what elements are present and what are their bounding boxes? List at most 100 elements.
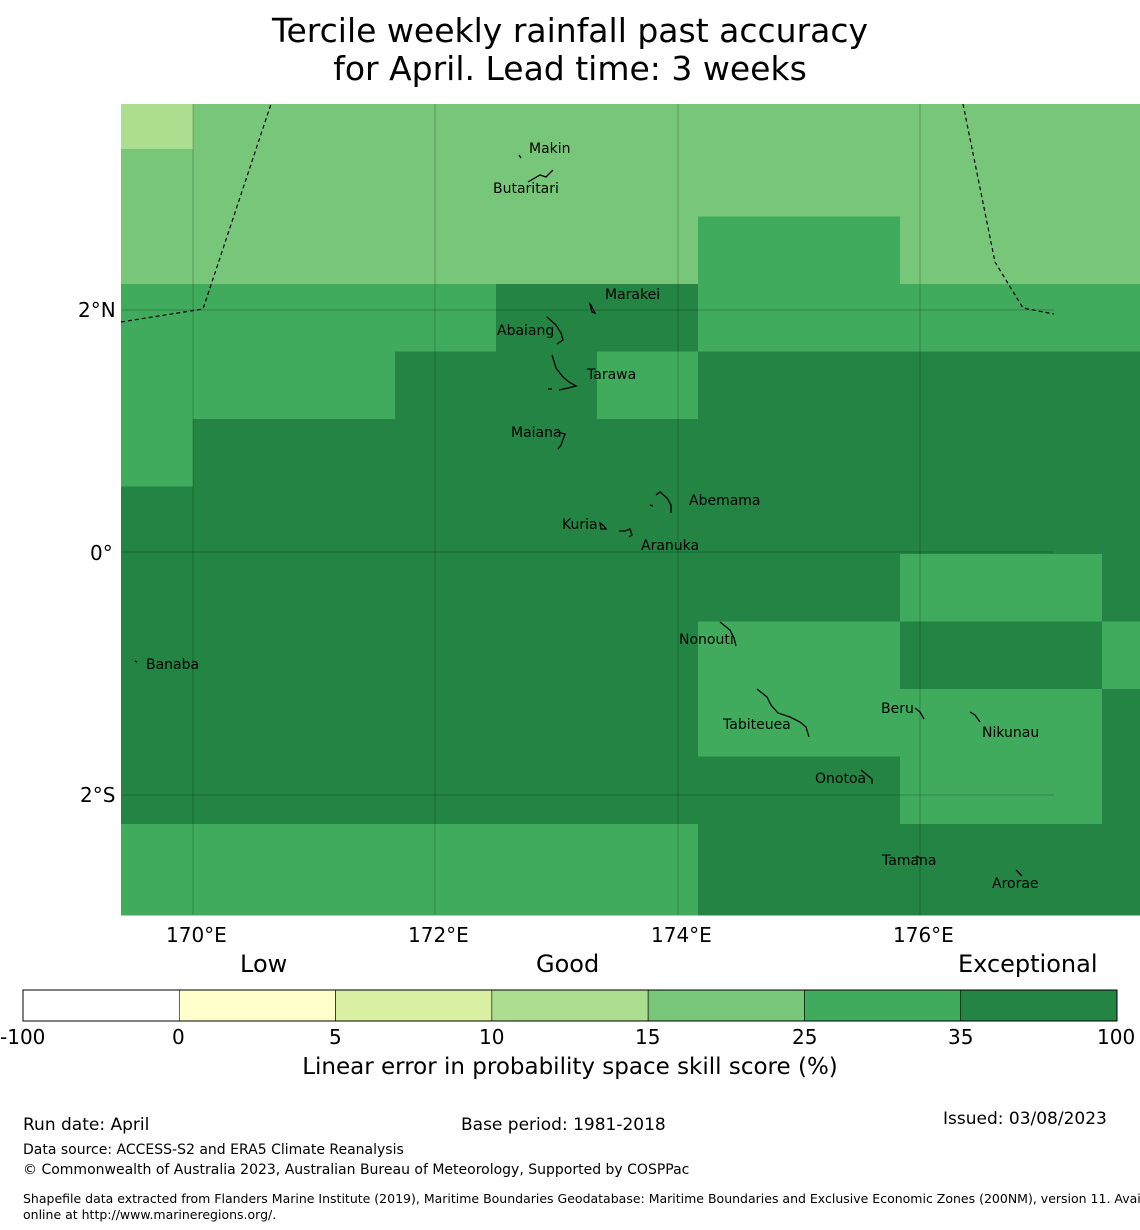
island-label-makin: Makin <box>529 141 571 157</box>
grid-cell <box>121 756 194 825</box>
island-label-tamana: Tamana <box>882 853 937 869</box>
grid-cell <box>799 486 901 555</box>
grid-cell <box>1102 621 1140 690</box>
grid-cell <box>799 104 901 150</box>
grid-cell <box>597 621 699 690</box>
grid-cell <box>294 149 396 217</box>
legend-category-good: Good <box>536 950 600 978</box>
shapefile-credit-line2: online at http://www.marineregions.org/. <box>23 1207 277 1222</box>
grid-cell <box>193 486 295 555</box>
grid-cell <box>1102 216 1140 285</box>
island-label-abaiang: Abaiang <box>497 323 555 339</box>
grid-cell <box>193 554 295 622</box>
grid-cell <box>121 351 194 420</box>
grid-cell <box>121 284 194 352</box>
grid-cell <box>1102 486 1140 555</box>
grid-cell <box>799 419 901 487</box>
island-label-banaba: Banaba <box>146 657 200 673</box>
legend-category-exceptional: Exceptional <box>958 950 1098 978</box>
grid-cell <box>193 756 295 825</box>
grid-cell <box>496 419 598 487</box>
grid-cell <box>1001 756 1103 825</box>
island-label-kuria: Kuria <box>562 517 598 533</box>
grid-cell <box>698 351 800 420</box>
map-title-line2: for April. Lead time: 3 weeks <box>333 49 807 88</box>
grid-cell <box>698 216 800 285</box>
colorbar-segment <box>22 989 180 1022</box>
grid-cell <box>698 689 800 757</box>
grid-cell <box>900 554 1002 622</box>
grid-cell <box>193 621 295 690</box>
colorbar-segment <box>491 989 649 1022</box>
grid-cell <box>496 149 598 217</box>
colorbar-tick: 100 <box>1097 1025 1136 1049</box>
grid-cell <box>597 104 699 150</box>
grid-cell <box>121 689 194 757</box>
lon-tick-176e: 176°E <box>893 923 954 947</box>
lat-tick-0: 0° <box>90 541 113 565</box>
grid-cell <box>698 284 800 352</box>
grid-cell <box>698 486 800 555</box>
grid-cell <box>395 216 497 285</box>
grid-cell <box>294 756 396 825</box>
grid-cell <box>121 554 194 622</box>
graticule-lines <box>121 104 1054 915</box>
island-label-onotoa: Onotoa <box>815 771 867 787</box>
grid-cell <box>121 824 194 916</box>
grid-cell <box>597 149 699 217</box>
grid-cell <box>395 689 497 757</box>
grid-cell <box>395 351 497 420</box>
eez-boundary-lines <box>120 103 1055 323</box>
shapefile-credit-line1: Shapefile data extracted from Flanders M… <box>23 1191 1140 1206</box>
colorbar-tick: 5 <box>329 1025 342 1049</box>
grid-cell <box>1001 824 1103 916</box>
grid-cell <box>294 419 396 487</box>
grid-cell <box>698 756 800 825</box>
grid-cell <box>121 621 194 690</box>
grid-cell <box>1102 419 1140 487</box>
grid-cell <box>1001 284 1103 352</box>
grid-cell <box>395 284 497 352</box>
grid-cell <box>698 104 800 150</box>
island-label-arorae: Arorae <box>992 876 1039 892</box>
grid-cell <box>395 756 497 825</box>
grid-cell <box>799 149 901 217</box>
grid-cell <box>597 284 699 352</box>
grid-cell <box>1102 554 1140 622</box>
grid-cell <box>900 689 1002 757</box>
grid-cell <box>193 689 295 757</box>
grid-cell <box>597 216 699 285</box>
grid-cell <box>597 554 699 622</box>
grid-cell <box>294 351 396 420</box>
skill-score-grid <box>121 104 1140 916</box>
grid-cell <box>496 486 598 555</box>
grid-cell <box>294 824 396 916</box>
grid-cell <box>121 104 194 150</box>
grid-cell <box>496 621 598 690</box>
grid-cell <box>121 216 194 285</box>
grid-cell <box>900 486 1002 555</box>
grid-cell <box>496 756 598 825</box>
colorbar-tick: 35 <box>948 1025 974 1049</box>
grid-cell <box>193 284 295 352</box>
lat-tick-2n: 2°N <box>78 298 116 322</box>
grid-cell <box>193 149 295 217</box>
grid-cell <box>1001 621 1103 690</box>
colorbar-axis-label: Linear error in probability space skill … <box>302 1054 838 1080</box>
island-label-aranuka: Aranuka <box>641 538 700 554</box>
island-label-nikunau: Nikunau <box>982 725 1040 741</box>
grid-cell <box>121 486 194 555</box>
grid-cell <box>294 554 396 622</box>
grid-cell <box>597 486 699 555</box>
grid-cell <box>1001 419 1103 487</box>
colorbar-tick: 25 <box>792 1025 818 1049</box>
grid-cell <box>799 351 901 420</box>
grid-cell <box>799 824 901 916</box>
grid-cell <box>294 216 396 285</box>
grid-cell <box>395 149 497 217</box>
island-label-beru: Beru <box>881 701 914 717</box>
island-outlines <box>134 154 1023 877</box>
grid-cell <box>294 486 396 555</box>
grid-cell <box>193 419 295 487</box>
grid-cell <box>395 419 497 487</box>
